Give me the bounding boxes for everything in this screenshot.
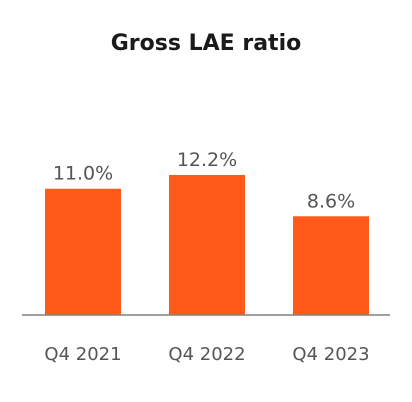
bar-q4-2022 [169, 174, 245, 315]
chart-title: Gross LAE ratio [111, 31, 301, 56]
bar-q4-2021 [45, 188, 121, 315]
data-label: 12.2% [177, 149, 237, 171]
bar-q4-2023 [293, 216, 369, 315]
x-tick-label: Q4 2022 [168, 344, 245, 365]
data-label: 11.0% [53, 163, 113, 185]
bars-group: 11.0% 12.2% 8.6% [45, 149, 369, 315]
x-tick-label: Q4 2023 [292, 344, 369, 365]
data-label: 8.6% [307, 190, 355, 212]
x-tick-labels: Q4 2021 Q4 2022 Q4 2023 [44, 344, 369, 365]
x-tick-label: Q4 2021 [44, 344, 121, 365]
